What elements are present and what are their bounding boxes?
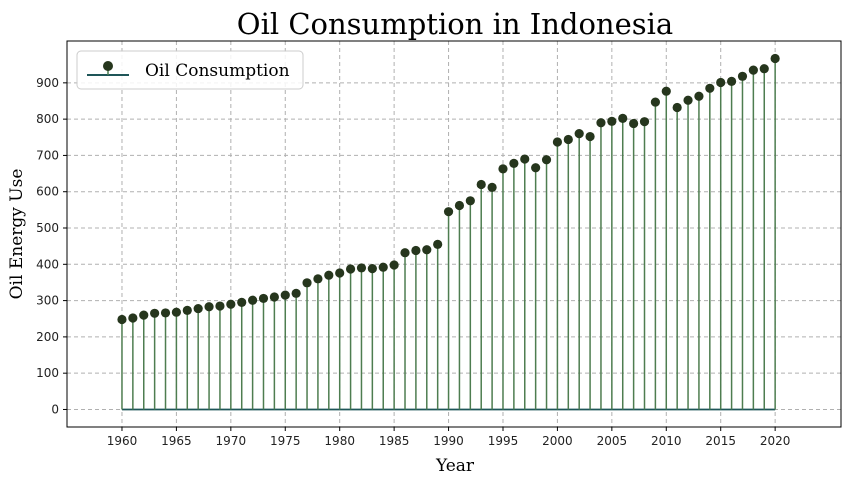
stem-marker <box>139 310 149 320</box>
stem-marker <box>356 263 367 273</box>
stem-marker <box>541 155 552 165</box>
stems <box>121 58 776 410</box>
legend: Oil Consumption <box>76 50 304 90</box>
stem-marker <box>443 207 454 217</box>
stem-marker <box>345 264 356 274</box>
stem-marker <box>476 179 486 190</box>
chart-title: Oil Consumption in Indonesia <box>237 7 673 41</box>
stem-marker <box>509 158 519 169</box>
stem-marker <box>204 302 214 312</box>
x-axis-label: Year <box>435 456 475 476</box>
stem-marker <box>716 77 726 88</box>
x-tick-label: 1985 <box>379 434 410 448</box>
y-tick-label: 600 <box>36 185 59 199</box>
stem-marker <box>215 301 225 311</box>
stem-marker <box>269 292 279 302</box>
stem-marker <box>737 71 748 81</box>
plot-frame <box>66 40 842 428</box>
stem-marker <box>324 270 334 280</box>
y-axis-label: Oil Energy Use <box>7 169 27 300</box>
stem-marker <box>498 164 508 174</box>
stem-marker <box>378 262 388 272</box>
x-tick-label: 1965 <box>161 434 192 448</box>
stem-marker <box>705 83 715 93</box>
stem-marker <box>400 248 410 258</box>
y-tick-label: 900 <box>36 76 59 90</box>
stem-marker <box>607 116 617 126</box>
x-tick-label: 2015 <box>705 434 736 448</box>
stem-marker <box>563 134 573 145</box>
x-tick-label: 2020 <box>760 434 791 448</box>
y-tick-label: 500 <box>36 221 59 235</box>
stem-marker <box>661 86 671 96</box>
stem-marker <box>237 297 247 308</box>
legend-box <box>76 50 304 90</box>
stem-marker <box>465 196 475 206</box>
stem-marker <box>552 137 563 147</box>
y-tick-label: 200 <box>36 330 59 344</box>
stem-marker <box>683 95 693 105</box>
x-ticks: 1960 1965 1970 1975 1980 1985 1990 1995 2000 2005… <box>107 427 791 448</box>
stem-marker <box>117 314 127 325</box>
stem-marker <box>248 295 258 305</box>
y-tick-label: 700 <box>36 148 59 162</box>
stem-marker <box>226 299 236 309</box>
stem-marker <box>193 303 203 314</box>
stem-marker <box>694 91 704 101</box>
stem-marker <box>618 113 628 124</box>
stem-marker <box>748 65 758 75</box>
stem-marker <box>411 245 421 256</box>
stem-marker <box>726 76 737 86</box>
stem-marker <box>433 239 443 249</box>
stem-marker <box>672 102 682 113</box>
stem-marker <box>770 53 780 64</box>
y-tick-label: 400 <box>36 257 59 271</box>
x-tick-label: 1990 <box>433 434 464 448</box>
x-tick-label: 2000 <box>542 434 573 448</box>
stem-marker <box>258 293 269 304</box>
stem-marker <box>302 278 312 288</box>
y-tick-label: 100 <box>36 366 59 380</box>
grid-lines <box>67 41 841 427</box>
stem-marker <box>367 264 377 274</box>
stem-marker <box>487 182 497 192</box>
stem-marker <box>629 118 639 129</box>
x-tick-label: 1970 <box>216 434 247 448</box>
stem-marker <box>335 268 345 278</box>
stem-marker <box>650 97 660 107</box>
stem-marker <box>531 163 541 173</box>
stem-marker <box>313 274 323 284</box>
stem-marker <box>585 131 595 142</box>
stem-marker <box>291 288 301 298</box>
stem-marker <box>150 308 160 318</box>
stem-marker <box>389 260 399 270</box>
stem-marker <box>128 313 138 323</box>
stem-marker <box>422 245 432 255</box>
stem-marker <box>639 117 650 127</box>
stem-marker <box>182 305 192 315</box>
stem-marker <box>454 200 465 211</box>
stem-marker <box>520 154 530 164</box>
y-tick-label: 0 <box>51 402 59 416</box>
x-tick-label: 1960 <box>107 434 138 448</box>
stem-marker <box>596 118 606 128</box>
x-tick-label: 1975 <box>270 434 301 448</box>
x-tick-label: 1980 <box>324 434 355 448</box>
stem-marker <box>574 129 584 139</box>
x-tick-label: 2005 <box>597 434 628 448</box>
y-ticks: 0 100 200 300 400 500 600 700 800 900 <box>36 76 67 416</box>
y-tick-label: 800 <box>36 112 59 126</box>
legend-label: Oil Consumption <box>145 61 290 81</box>
stem-marker <box>280 290 290 300</box>
stem-marker <box>171 307 182 317</box>
markers <box>117 53 780 325</box>
y-tick-label: 300 <box>36 294 59 308</box>
x-tick-label: 1995 <box>488 434 519 448</box>
stem-marker <box>759 64 769 74</box>
stem-marker <box>160 308 171 318</box>
legend-marker-swatch <box>103 61 113 71</box>
x-tick-label: 2010 <box>651 434 682 448</box>
